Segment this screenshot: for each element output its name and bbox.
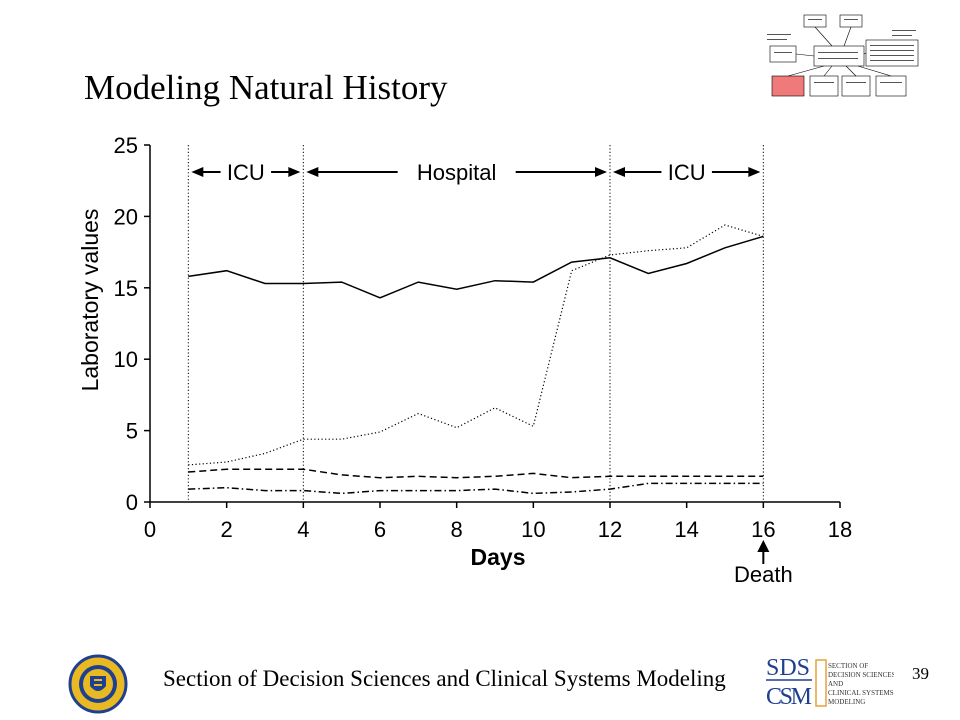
logo-text-line: DECISION SCIENCES: [828, 671, 894, 679]
y-tick-label: 10: [114, 347, 138, 372]
x-tick-label: 2: [221, 517, 233, 542]
series-line-4: [188, 482, 764, 495]
y-axis-title: Laboratory values: [77, 209, 103, 392]
footer-text: Section of Decision Sciences and Clinica…: [163, 666, 726, 691]
series-line-3: [188, 468, 764, 479]
phase-label: ICU: [668, 160, 706, 185]
y-tick-label: 20: [114, 204, 138, 229]
x-tick-label: 10: [521, 517, 545, 542]
x-tick-label: 18: [828, 517, 852, 542]
phase-label: Hospital: [417, 160, 496, 185]
y-tick-label: 0: [126, 490, 138, 515]
death-label: Death: [734, 562, 793, 587]
x-tick-label: 16: [751, 517, 775, 542]
x-tick-label: 4: [297, 517, 309, 542]
model-diagram-thumbnail: [767, 14, 919, 97]
x-tick-label: 6: [374, 517, 386, 542]
logo-text-line: SECTION OF: [828, 662, 868, 670]
phase-arrowhead: [191, 167, 204, 177]
phase-arrowhead: [306, 167, 319, 177]
slide-title: Modeling Natural History: [84, 68, 448, 107]
phase-label: ICU: [227, 160, 265, 185]
x-tick-label: 14: [674, 517, 698, 542]
series-line-1: [188, 235, 764, 299]
logo-text-line: MODELING: [828, 698, 865, 706]
logo-sds: SDS: [766, 655, 810, 681]
x-axis-title: Days: [471, 544, 526, 570]
y-tick-label: 25: [114, 133, 138, 158]
phase-arrowhead: [288, 167, 301, 177]
logo-text-line: AND: [828, 680, 843, 688]
logo-text-line: CLINICAL SYSTEMS: [828, 689, 894, 697]
x-tick-label: 8: [451, 517, 463, 542]
death-arrowhead: [757, 540, 770, 552]
page-number: 39: [912, 664, 929, 683]
phase-arrowhead: [748, 167, 761, 177]
phase-arrowhead: [613, 167, 625, 177]
x-tick-label: 12: [598, 517, 622, 542]
series-line-2: [188, 224, 764, 466]
university-seal-icon: [68, 654, 128, 714]
logo-csm: CSM: [766, 684, 812, 708]
x-tick-label: 0: [144, 517, 156, 542]
y-tick-label: 5: [126, 419, 138, 444]
y-tick-label: 15: [114, 276, 138, 301]
phase-arrowhead: [595, 167, 607, 177]
